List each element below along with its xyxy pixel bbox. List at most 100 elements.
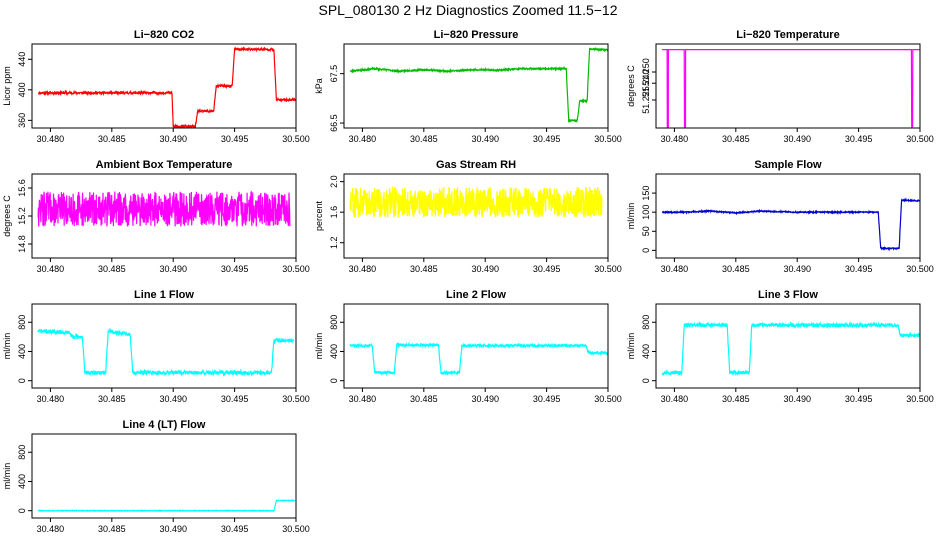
x-tick-label: 30.490 [159,264,187,274]
x-tick-label: 30.500 [282,524,310,534]
chart-title: Li−820 Temperature [736,29,839,41]
x-tick-label: 30.495 [845,394,873,404]
x-tick-label: 30.500 [906,134,934,144]
chart-title: Ambient Box Temperature [96,159,233,171]
x-tick-label: 30.490 [783,134,811,144]
x-tick-label: 30.495 [221,524,249,534]
y-axis-label: ml/min [626,203,636,230]
chart-title: Gas Stream RH [436,159,516,171]
chart-panel: Sample Flow ml/min 30.480 30.485 30.490 30.49… [626,159,934,274]
y-tick-label: 66.5 [329,114,339,132]
y-tick-label: 440 [17,52,27,67]
y-tick-label: 400 [17,344,27,359]
y-tick-label: 800 [17,445,27,460]
y-axis-label: ml/min [314,333,324,360]
chart-panel: Line 4 (LT) Flow ml/min 30.480 30.485 30.490… [2,419,310,534]
series-line [37,46,296,128]
x-tick-label: 30.485 [722,134,750,144]
x-tick-label: 30.480 [661,134,689,144]
y-axis-label: degrees C [626,65,636,107]
y-tick-label: 1.6 [329,206,339,219]
x-tick-label: 30.495 [221,134,249,144]
chart-panel: Li−820 CO2 Licor ppm 30.480 30.485 30.490 30.… [2,29,310,144]
chart-title: Sample Flow [754,159,822,171]
y-tick-label: 15.6 [17,179,27,197]
y-tick-label: 1.2 [329,236,339,249]
y-tick-label: 100 [641,205,651,220]
y-tick-label: 0 [17,378,27,383]
y-axis-label: kPa [314,78,324,94]
x-tick-label: 30.495 [221,394,249,404]
chart-title: Li−820 Pressure [434,29,519,41]
plot-frame [31,433,297,519]
series-line [37,327,295,377]
x-tick-label: 30.480 [37,134,65,144]
x-tick-label: 30.480 [37,264,65,274]
y-tick-label: 800 [641,315,651,330]
x-tick-label: 30.485 [410,394,438,404]
x-tick-label: 30.495 [845,264,873,274]
y-tick-label: 51.225 [641,86,651,114]
y-tick-label: 51.250 [641,58,651,86]
y-tick-label: 800 [17,315,27,330]
y-tick-label: 400 [17,82,27,97]
x-tick-label: 30.485 [410,264,438,274]
chart-panel: Gas Stream RH percent 30.480 30.485 30.490 30… [314,159,622,274]
x-tick-label: 30.500 [282,264,310,274]
x-tick-label: 30.485 [98,264,126,274]
x-tick-label: 30.495 [533,394,561,404]
x-tick-label: 30.490 [471,264,499,274]
series-line [662,49,920,128]
y-axis-label: ml/min [2,463,12,490]
x-tick-label: 30.490 [159,524,187,534]
y-tick-label: 150 [641,186,651,201]
x-tick-label: 30.485 [722,394,750,404]
y-tick-label: 2.0 [329,175,339,188]
chart-title: Line 3 Flow [758,289,818,301]
x-tick-label: 30.480 [37,394,65,404]
x-tick-label: 30.500 [594,264,622,274]
x-tick-label: 30.500 [282,394,310,404]
y-axis-label: ml/min [2,333,12,360]
x-tick-label: 30.480 [349,264,377,274]
x-tick-label: 30.500 [906,264,934,274]
y-tick-label: 400 [641,344,651,359]
chart-panel: Li−820 Pressure kPa 30.480 30.485 30.490 30.4… [314,29,622,144]
plot-frame [31,43,297,129]
series-line [349,341,608,377]
x-tick-label: 30.495 [533,134,561,144]
chart-panel: Ambient Box Temperature degrees C 30.480 30… [2,159,310,274]
figure-title: SPL_080130 2 Hz Diagnostics Zoomed 11.5−… [318,2,618,18]
x-tick-label: 30.480 [661,394,689,404]
y-tick-label: 51.240 [641,69,651,97]
y-tick-label: 0 [641,248,651,253]
y-tick-label: 14.8 [17,235,27,253]
x-tick-label: 30.480 [349,394,377,404]
series-line [37,190,291,227]
series-line [661,321,920,377]
plot-frame [655,43,921,129]
x-tick-label: 30.490 [159,134,187,144]
chart-title: Line 2 Flow [446,289,506,301]
series-line [349,185,603,218]
x-tick-label: 30.490 [783,264,811,274]
x-tick-label: 30.495 [533,264,561,274]
chart-panel: Line 2 Flow ml/min 30.480 30.485 30.490 30.49… [314,289,622,404]
y-tick-label: 360 [17,113,27,128]
y-tick-label: 400 [17,474,27,489]
x-tick-label: 30.500 [282,134,310,144]
y-tick-label: 67.5 [329,65,339,83]
x-tick-label: 30.485 [722,264,750,274]
y-tick-label: 50 [641,226,651,236]
y-tick-label: 0 [641,378,651,383]
y-tick-label: 800 [329,315,339,330]
series-line [37,499,296,513]
x-tick-label: 30.485 [98,394,126,404]
x-tick-label: 30.490 [159,394,187,404]
y-tick-label: 15.2 [17,207,27,225]
x-tick-label: 30.495 [221,264,249,274]
plot-frame [343,303,609,389]
x-tick-label: 30.490 [471,394,499,404]
x-tick-label: 30.495 [845,134,873,144]
